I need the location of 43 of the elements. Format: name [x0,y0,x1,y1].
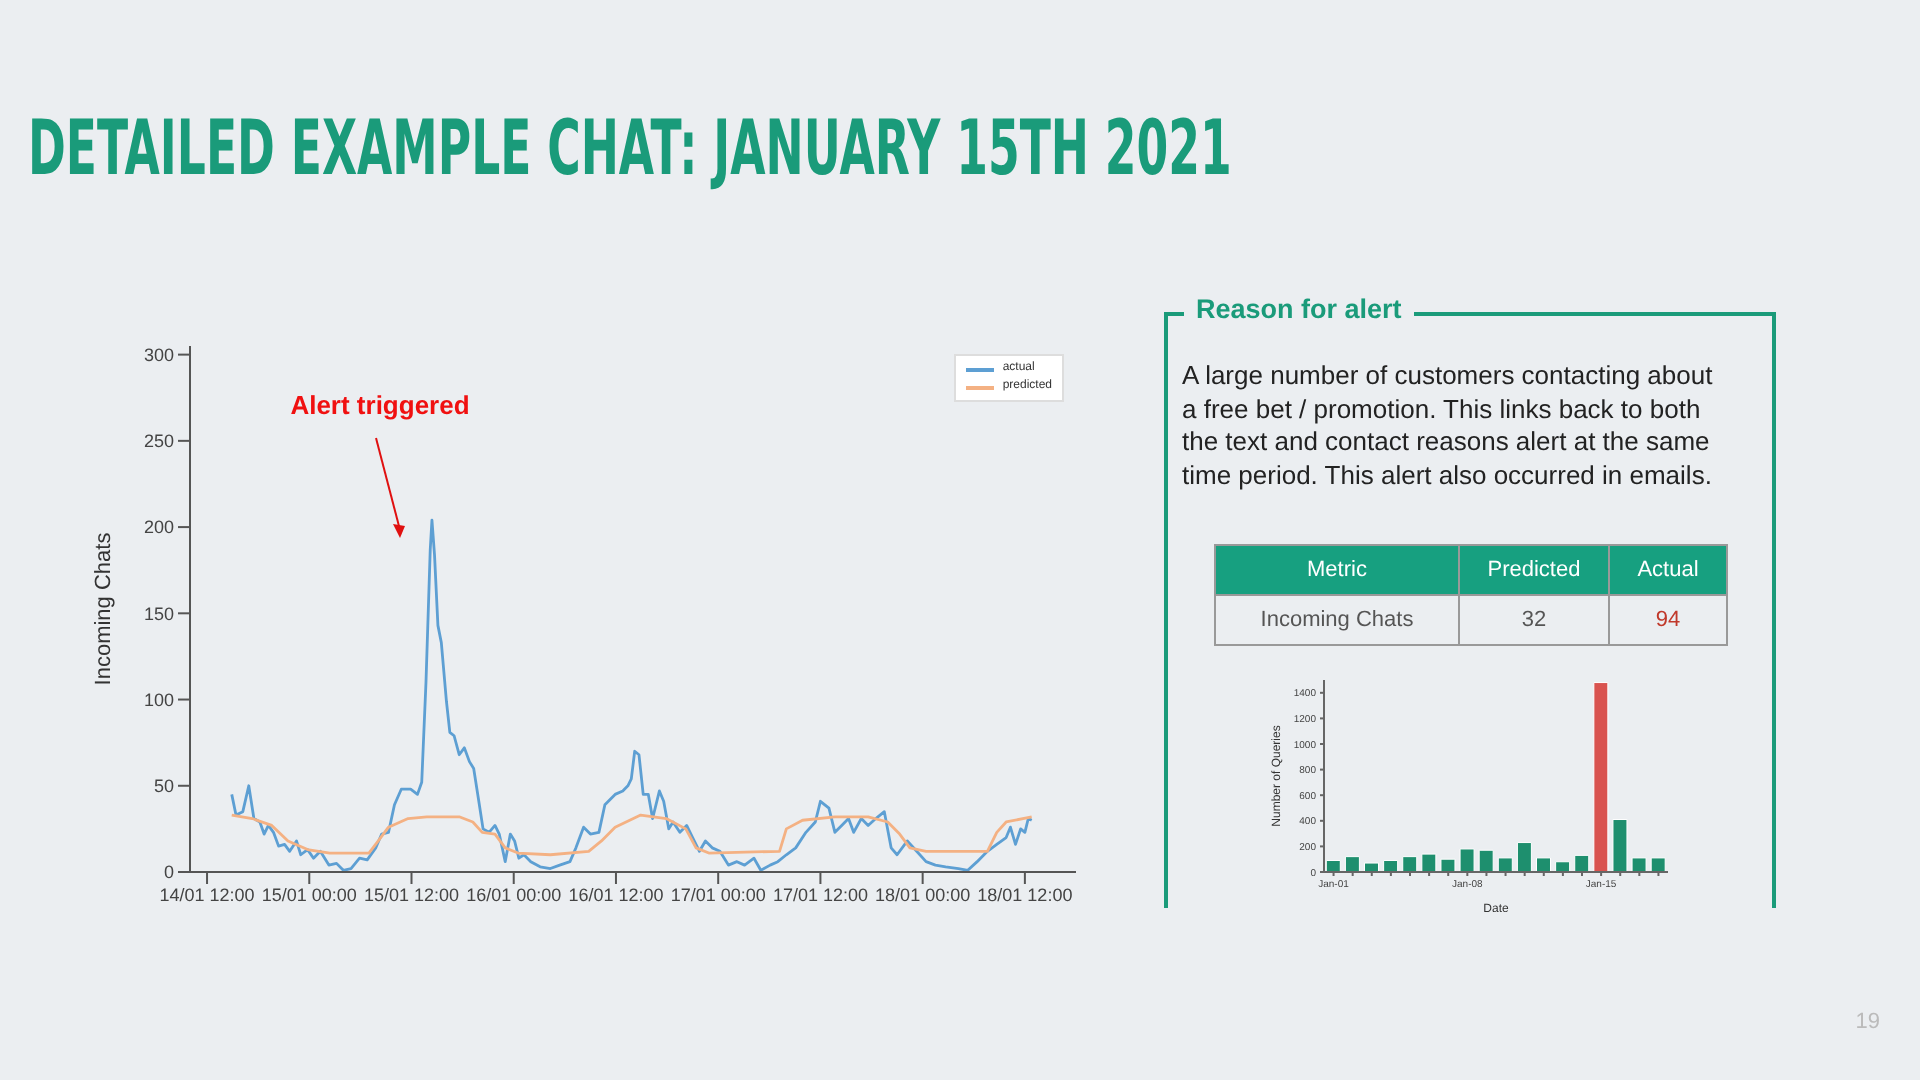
bar [1593,682,1609,872]
text: Metric [1216,546,1460,594]
y-tick-label: 0 [163,862,174,883]
bar [1478,849,1494,872]
y-axis-title: Incoming Chats [91,531,116,686]
text: A large number of customers contacting about a free bet / promotion. This links back to both the text and contact reasons alert at the same time period. This alert also occurred in emails. [1182,360,1715,492]
y-tick-label: 100 [143,689,174,710]
text: Incoming Chats [1216,594,1460,644]
bar [1344,856,1360,872]
x-tick-label: 17/01 00:00 [670,884,766,905]
line-series [230,518,1034,872]
bar [1650,857,1666,872]
text: Predicted [1460,546,1610,594]
y-tick-label: 150 [143,603,174,624]
annotation: Alert triggered [288,390,472,420]
bar [1383,859,1399,872]
bar [1536,857,1552,872]
bar [1497,857,1513,872]
x-tick-label: 15/01 00:00 [261,884,357,905]
bar [1402,856,1418,872]
text: Actual [1610,546,1726,594]
text: 94 [1610,594,1726,644]
x-tick-label: 15/01 12:00 [363,884,460,905]
y-tick-label: 200 [143,517,174,538]
x-tick-label: 17/01 12:00 [772,884,868,905]
text: Reason for alert [1184,294,1414,324]
y-tick-label: 300 [143,345,174,366]
x-tick-label: 18/01 00:00 [875,884,971,905]
bar [1555,861,1571,872]
bar [1364,862,1380,872]
bar [1325,859,1341,872]
chart-title: DETAILED EXAMPLE CHAT: JANUARY 15TH 2021 [28,104,1232,192]
y-tick-label: 250 [143,431,174,452]
bar [1421,853,1437,872]
line-series [230,813,1034,857]
text: 32 [1460,594,1610,644]
bar [1574,854,1590,872]
x-tick-label: 16/01 00:00 [466,884,562,905]
x-tick-label: 16/01 12:00 [568,884,664,905]
x-tick-label: 18/01 12:00 [977,884,1073,905]
y-tick-label: 50 [153,776,174,797]
bar [1516,842,1532,872]
x-tick-label: 14/01 12:00 [159,884,255,905]
